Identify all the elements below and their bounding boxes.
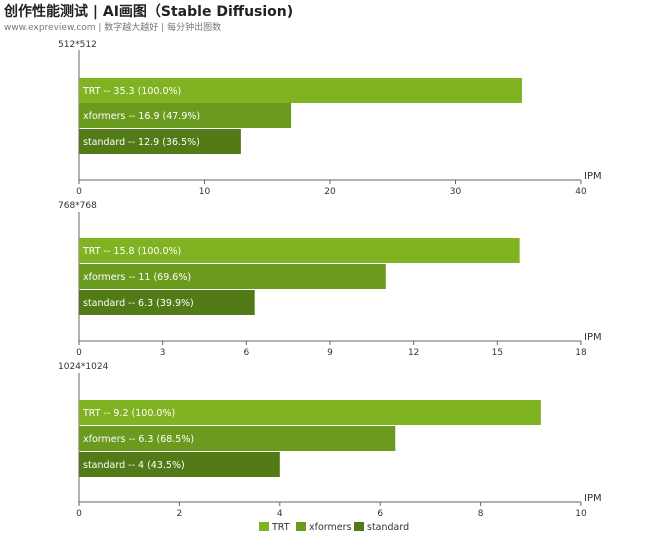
x-tick-label-2-3: 6 [377,509,383,519]
bar-xformers-0 [79,103,292,128]
bar-standard-1 [79,290,255,315]
panel-title-0: 512*512 [58,40,97,50]
x-tick-label-1-3: 9 [327,348,333,358]
legend-label-standard: standard [367,522,409,533]
x-tick-label-2-0: 0 [76,509,82,519]
panel-title-2: 1024*1024 [58,362,109,372]
x-tick-label-2-4: 8 [478,509,484,519]
bar-label-trt-2: TRT -- 9.2 (100.0%) [82,408,175,419]
x-tick-label-0-3: 30 [450,187,462,197]
x-tick-label-2-1: 2 [177,509,183,519]
x-tick-label-2-5: 10 [575,509,587,519]
bar-label-standard-2: standard -- 4 (43.5%) [83,460,185,471]
chart-title: 创作性能测试 | AI画图（Stable Diffusion) [4,4,294,20]
bar-trt-0 [79,78,523,103]
x-tick-label-2-2: 4 [277,509,283,519]
x-tick-label-1-0: 0 [76,348,82,358]
x-axis-label-1: IPM [584,332,602,343]
bar-label-xformers-1: xformers -- 11 (69.6%) [83,272,191,283]
x-tick-label-1-2: 6 [243,348,249,358]
bar-label-trt-1: TRT -- 15.8 (100.0%) [82,246,181,257]
x-tick-label-1-5: 15 [492,348,503,358]
bar-xformers-2 [79,426,396,451]
x-axis-label-2: IPM [584,493,602,504]
x-tick-label-0-1: 10 [199,187,211,197]
bar-standard-0 [79,129,241,154]
panel-title-1: 768*768 [58,201,97,211]
bar-label-xformers-2: xformers -- 6.3 (68.5%) [83,434,194,445]
bar-xformers-1 [79,264,386,289]
x-tick-label-1-6: 18 [575,348,587,358]
legend-swatch-xformers [296,522,306,531]
bar-label-standard-1: standard -- 6.3 (39.9%) [83,298,194,309]
legend-swatch-trt [259,522,269,531]
x-tick-label-0-0: 0 [76,187,82,197]
bar-trt-1 [79,238,520,263]
x-tick-label-1-1: 3 [160,348,166,358]
x-axis-label-0: IPM [584,171,602,182]
x-tick-label-0-2: 20 [324,187,336,197]
bar-label-xformers-0: xformers -- 16.9 (47.9%) [83,111,200,122]
bar-trt-2 [79,400,541,425]
bar-label-trt-0: TRT -- 35.3 (100.0%) [82,86,181,97]
legend-swatch-standard [354,522,364,531]
x-tick-label-0-4: 40 [575,187,587,197]
chart-subtitle: www.expreview.com | 数字越大越好 | 每分钟出图数 [4,23,222,33]
bar-standard-2 [79,452,280,477]
bar-label-standard-0: standard -- 12.9 (36.5%) [83,137,200,148]
legend-label-xformers: xformers [309,522,352,533]
legend-label-trt: TRT [271,522,290,533]
x-tick-label-1-4: 12 [408,348,419,358]
